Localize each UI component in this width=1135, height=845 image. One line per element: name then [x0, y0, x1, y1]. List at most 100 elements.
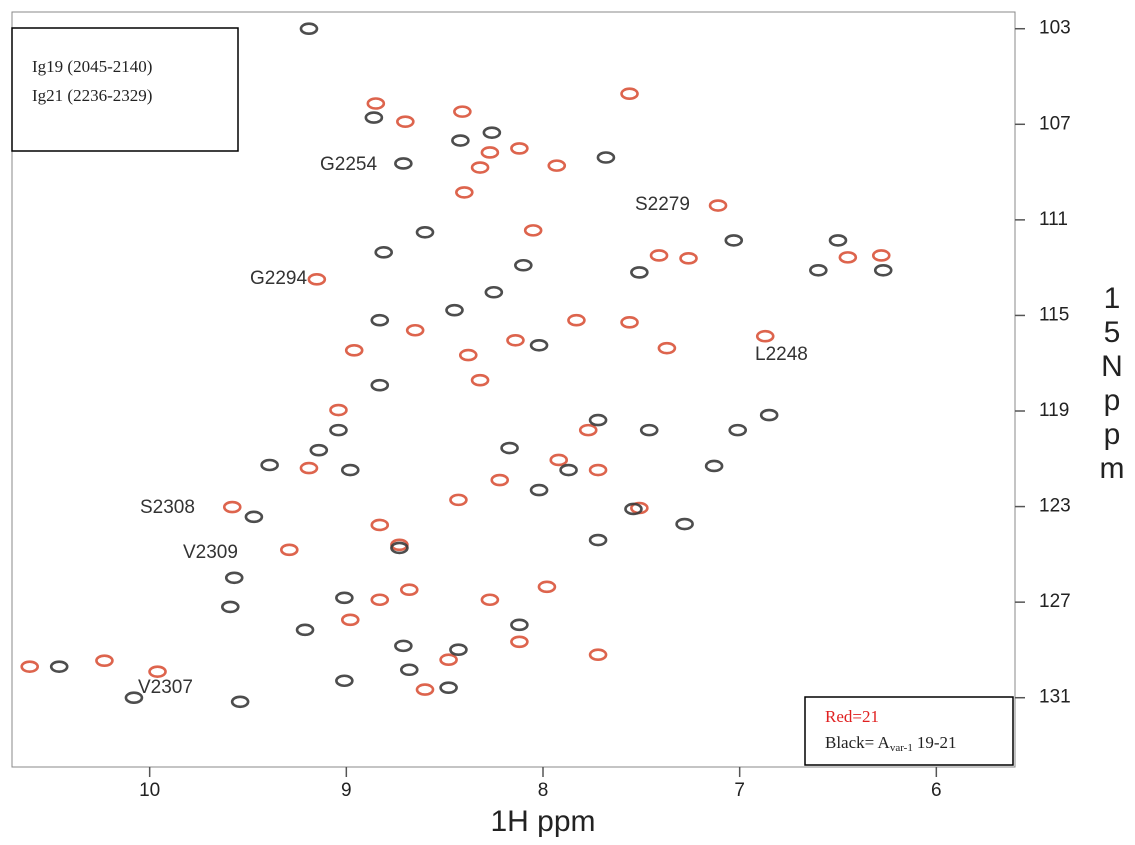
- peak: [340, 463, 360, 477]
- peak: [470, 373, 490, 387]
- peak: [490, 473, 510, 487]
- peak: [20, 660, 40, 673]
- peak: [588, 463, 608, 477]
- peak: [657, 341, 677, 355]
- peak: [458, 348, 478, 362]
- peak: [567, 313, 586, 327]
- peak: [838, 251, 858, 264]
- peak: [480, 593, 500, 607]
- peak: [329, 423, 348, 437]
- peak: [578, 423, 598, 437]
- peak: [415, 225, 435, 239]
- peak: [809, 263, 828, 277]
- peak: [415, 683, 435, 696]
- x-axis-label: 1H ppm: [490, 805, 595, 838]
- peak: [510, 635, 529, 649]
- peak: [374, 246, 394, 259]
- peak: [309, 443, 329, 457]
- peak: [439, 681, 458, 694]
- box-line: Ig19 (2045-2140): [32, 57, 152, 76]
- peak: [620, 87, 639, 101]
- peak: [547, 159, 567, 172]
- peak: [370, 378, 390, 392]
- y-tick-label: 119: [1039, 400, 1069, 421]
- peak: [394, 639, 413, 653]
- peak: [620, 316, 639, 329]
- peak: [244, 510, 264, 524]
- peak-annotation: V2309: [183, 542, 238, 563]
- peak: [559, 463, 578, 477]
- peak: [470, 161, 490, 174]
- peak-annotation: G2294: [250, 268, 307, 289]
- peak: [396, 115, 415, 128]
- peak: [549, 453, 569, 467]
- peak: [724, 234, 744, 247]
- peak: [340, 613, 360, 627]
- peak: [675, 517, 694, 531]
- y-tick-label: 127: [1039, 591, 1071, 612]
- peak: [366, 97, 386, 110]
- peak: [639, 423, 659, 437]
- peak-annotation: S2279: [635, 194, 690, 215]
- peak: [344, 344, 364, 357]
- legend-subscript: var-1: [890, 742, 913, 754]
- peak: [649, 249, 669, 262]
- peak: [399, 583, 419, 597]
- x-tick-label: 9: [341, 780, 352, 801]
- peak: [230, 695, 250, 709]
- peak: [299, 461, 319, 475]
- peak: [828, 234, 848, 247]
- peak: [370, 593, 390, 607]
- y-tick-label: 131: [1039, 687, 1071, 708]
- peak: [95, 654, 114, 667]
- peak: [484, 285, 504, 299]
- y-tick-label: 123: [1039, 496, 1071, 517]
- info-box: [11, 27, 239, 152]
- peak: [514, 258, 533, 272]
- peak: [295, 623, 315, 637]
- peak: [449, 493, 468, 507]
- peak: [588, 533, 608, 547]
- x-tick-label: 7: [734, 780, 745, 801]
- peak-annotation: L2248: [755, 344, 808, 365]
- peak: [148, 665, 167, 678]
- peak: [394, 157, 413, 170]
- peak: [708, 199, 728, 212]
- peak-annotation: S2308: [140, 497, 195, 518]
- peak: [364, 111, 384, 124]
- y-tick-label: 115: [1039, 304, 1069, 325]
- peak: [221, 600, 240, 614]
- peak: [390, 541, 409, 555]
- peak: [299, 22, 319, 36]
- peak: [529, 483, 549, 497]
- peak: [679, 252, 698, 265]
- peak: [453, 105, 472, 118]
- peak: [279, 543, 299, 557]
- peak-annotation: V2307: [138, 677, 193, 698]
- peak: [871, 249, 891, 262]
- peak: [624, 502, 643, 516]
- peak: [399, 663, 419, 677]
- peak: [451, 134, 470, 147]
- peak: [260, 458, 279, 472]
- peak: [759, 408, 779, 422]
- peak: [482, 126, 502, 139]
- peak: [510, 142, 529, 155]
- peak: [124, 691, 144, 705]
- x-tick-label: 6: [931, 780, 942, 801]
- peak: [405, 323, 425, 337]
- peak: [506, 333, 525, 347]
- y-tick-label: 107: [1039, 113, 1071, 134]
- peak: [630, 266, 649, 279]
- y-tick-label: 103: [1039, 18, 1071, 39]
- peak: [329, 403, 348, 417]
- peak: [307, 273, 327, 286]
- peak: [588, 413, 608, 427]
- y-tick-label: 111: [1039, 209, 1068, 230]
- peak: [455, 186, 474, 199]
- peak: [596, 151, 616, 164]
- box-line: Ig21 (2236-2329): [32, 86, 152, 105]
- peak: [370, 313, 390, 327]
- legend-text: Black= A: [825, 733, 891, 752]
